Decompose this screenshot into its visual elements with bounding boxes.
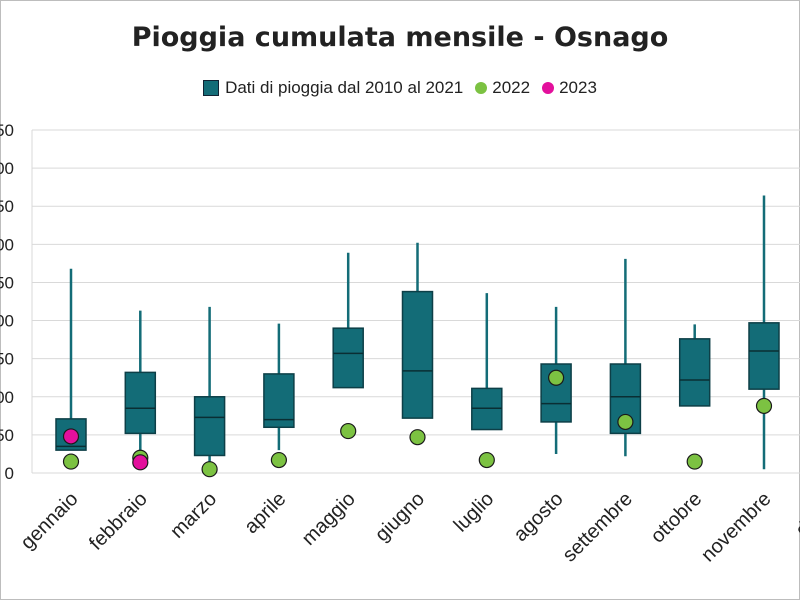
box bbox=[263, 373, 295, 429]
y-tick-label: 400 bbox=[0, 159, 14, 178]
y-tick-label: 450 bbox=[0, 121, 14, 140]
box bbox=[678, 338, 711, 407]
legend-swatch-2022 bbox=[475, 82, 488, 94]
x-tick-label: febbraio bbox=[85, 488, 152, 555]
point-2022 bbox=[270, 451, 287, 469]
x-tick-label: novembre bbox=[697, 488, 775, 566]
y-tick-label: 300 bbox=[0, 235, 14, 254]
y-tick-label: 50 bbox=[0, 426, 14, 445]
y-tick-label: 100 bbox=[0, 388, 14, 407]
point-2022 bbox=[686, 453, 703, 470]
legend-swatch-historical bbox=[203, 80, 220, 96]
point-2022 bbox=[201, 461, 218, 478]
x-tick-label: luglio bbox=[450, 488, 499, 537]
legend-label-2022: 2022 bbox=[492, 78, 531, 97]
x-tick-label: giugno bbox=[371, 488, 429, 546]
box bbox=[124, 371, 157, 435]
point-2022 bbox=[755, 397, 773, 415]
box bbox=[401, 290, 434, 419]
box bbox=[193, 396, 226, 457]
box bbox=[332, 327, 364, 389]
x-tick-label: settembre bbox=[558, 488, 636, 566]
x-tick-label: dicem bbox=[792, 488, 800, 541]
legend-label-historical: Dati di pioggia dal 2010 al 2021 bbox=[225, 78, 464, 97]
point-2022 bbox=[409, 429, 426, 446]
x-tick-label: maggio bbox=[298, 488, 360, 550]
legend-swatch-2023 bbox=[542, 82, 555, 94]
y-tick-label: 350 bbox=[0, 197, 14, 216]
x-tick-label: agosto bbox=[510, 488, 568, 546]
x-tick-label: aprile bbox=[240, 488, 290, 538]
legend-item-2023: 2023 bbox=[542, 78, 597, 98]
point-2022 bbox=[478, 451, 495, 469]
point-2022 bbox=[617, 413, 634, 431]
legend-label-2023: 2023 bbox=[559, 78, 597, 97]
y-tick-label: 200 bbox=[0, 312, 14, 331]
box bbox=[471, 387, 503, 431]
x-tick-label: marzo bbox=[166, 488, 221, 543]
x-tick-label: gennaio bbox=[17, 488, 83, 554]
point-2023 bbox=[132, 454, 149, 471]
point-2023 bbox=[62, 428, 80, 445]
point-2022 bbox=[62, 453, 80, 470]
y-tick-label: 0 bbox=[5, 464, 14, 483]
point-2022 bbox=[340, 422, 357, 440]
legend: Dati di pioggia dal 2010 al 2021 2022 20… bbox=[0, 78, 800, 98]
legend-item-historical: Dati di pioggia dal 2010 al 2021 bbox=[203, 78, 463, 98]
y-tick-label: 250 bbox=[0, 273, 14, 292]
y-tick-label: 150 bbox=[0, 350, 14, 369]
legend-item-2022: 2022 bbox=[475, 78, 530, 98]
point-2022 bbox=[547, 369, 565, 386]
box bbox=[748, 322, 780, 390]
chart-title: Pioggia cumulata mensile - Osnago bbox=[131, 22, 669, 53]
x-tick-label: ottobre bbox=[647, 488, 707, 548]
